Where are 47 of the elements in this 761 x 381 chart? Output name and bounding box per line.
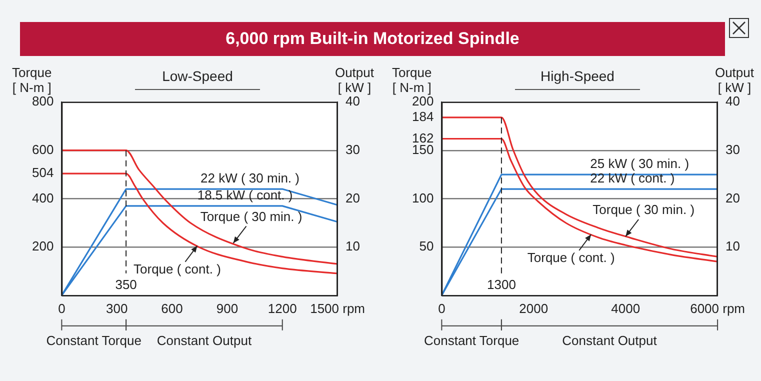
annotation: 25 kW ( 30 min. ) — [590, 156, 690, 172]
y2-tick-label: 40 — [726, 94, 740, 109]
ref-line-label: 350 — [115, 276, 137, 292]
x-tick-label: 1200 — [268, 300, 297, 316]
text: Constant Output — [156, 332, 252, 348]
annotation: Torque ( cont. ) — [527, 250, 615, 266]
y2-tick-label: 10 — [726, 238, 740, 254]
y2-tick-label: 20 — [346, 190, 360, 206]
chart-subtitle: Low-Speed — [135, 68, 260, 90]
x-tick-label: 2000 — [519, 300, 548, 316]
y-axis-title: Torque [ N-m ] — [392, 65, 432, 95]
y-axis-title: Torque [ N-m ] — [12, 65, 52, 95]
ref-line-label: 1300 — [486, 276, 516, 292]
y2-axis-title: Output [ kW ] — [714, 65, 754, 95]
text: 6,000 rpm Built-in Motorized Spindle — [20, 22, 725, 56]
annotation: Torque ( 30 min. ) — [592, 202, 695, 217]
x-tick-label: 4000 — [611, 300, 640, 316]
y2-tick-label: 20 — [726, 190, 740, 206]
y-tick-label: 800 — [32, 94, 54, 109]
x-tick-label: 0 — [438, 300, 446, 316]
x-tick-label: 0 — [58, 300, 66, 316]
x-tick-label: 600 — [161, 300, 183, 316]
y2-tick-label: 10 — [346, 238, 360, 254]
y2-tick-label: 40 — [346, 94, 360, 109]
chart-subtitle: High-Speed — [515, 68, 640, 90]
y-tick-label: 504 — [32, 165, 54, 180]
x-tick-label: 900 — [216, 300, 238, 316]
y-tick-label: 200 — [412, 94, 434, 109]
text: Constant Torque — [46, 332, 142, 348]
annotation: 22 kW ( cont. ) — [590, 170, 675, 186]
y-tick-label: 400 — [32, 190, 54, 206]
x-tick-label: 300 — [106, 300, 128, 316]
annotation: Torque ( 30 min. ) — [200, 208, 302, 224]
y2-tick-label: 30 — [726, 142, 740, 157]
y-tick-label: 200 — [32, 238, 54, 254]
x-tick-label: 1500 rpm — [310, 300, 365, 316]
y-tick-label: 100 — [412, 190, 434, 206]
y-tick-label: 50 — [419, 238, 434, 254]
text: Constant Output — [562, 332, 658, 348]
y-tick-label: 600 — [32, 142, 54, 157]
x-tick-label: 6000 rpm — [690, 300, 745, 316]
y2-axis-title: Output [ kW ] — [334, 65, 374, 95]
annotation: Torque ( cont. ) — [134, 261, 221, 276]
text: Constant Torque — [424, 332, 520, 348]
y-tick-label: 184 — [412, 109, 434, 124]
annotation: 22 kW ( 30 min. ) — [200, 170, 300, 186]
y2-tick-label: 30 — [346, 142, 360, 157]
